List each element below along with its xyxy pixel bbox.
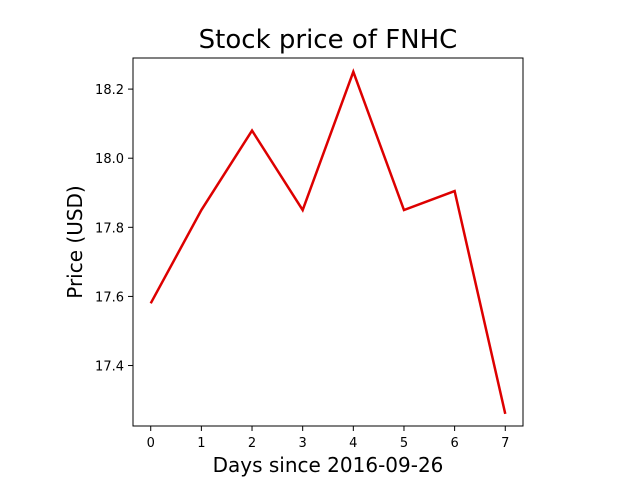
x-tick-label: 5 bbox=[400, 436, 408, 451]
x-tick-label: 1 bbox=[197, 436, 205, 451]
y-axis: 17.4 17.6 17.8 18.0 18.2 bbox=[95, 83, 133, 375]
x-tick-label: 0 bbox=[147, 436, 155, 451]
x-tick-label: 3 bbox=[299, 436, 307, 451]
x-tick-label: 7 bbox=[501, 436, 509, 451]
price-series-line bbox=[149, 68, 507, 415]
chart-title: Stock price of FNHC bbox=[199, 25, 458, 55]
x-tick-label: 2 bbox=[248, 436, 256, 451]
y-tick-label: 17.4 bbox=[95, 360, 124, 375]
x-axis-label: Days since 2016-09-26 bbox=[213, 453, 444, 477]
x-axis: 0 1 2 3 4 5 6 7 bbox=[147, 426, 509, 451]
plot-area-frame bbox=[132, 57, 524, 427]
x-tick-label: 6 bbox=[450, 436, 458, 451]
y-tick-label: 18.0 bbox=[95, 152, 124, 167]
y-axis-label: Price (USD) bbox=[63, 185, 87, 299]
series-layer bbox=[149, 68, 507, 415]
y-tick-label: 17.6 bbox=[95, 290, 124, 305]
y-tick-label: 18.2 bbox=[95, 83, 124, 98]
y-tick-label: 17.8 bbox=[95, 221, 124, 236]
x-tick-label: 4 bbox=[349, 436, 357, 451]
